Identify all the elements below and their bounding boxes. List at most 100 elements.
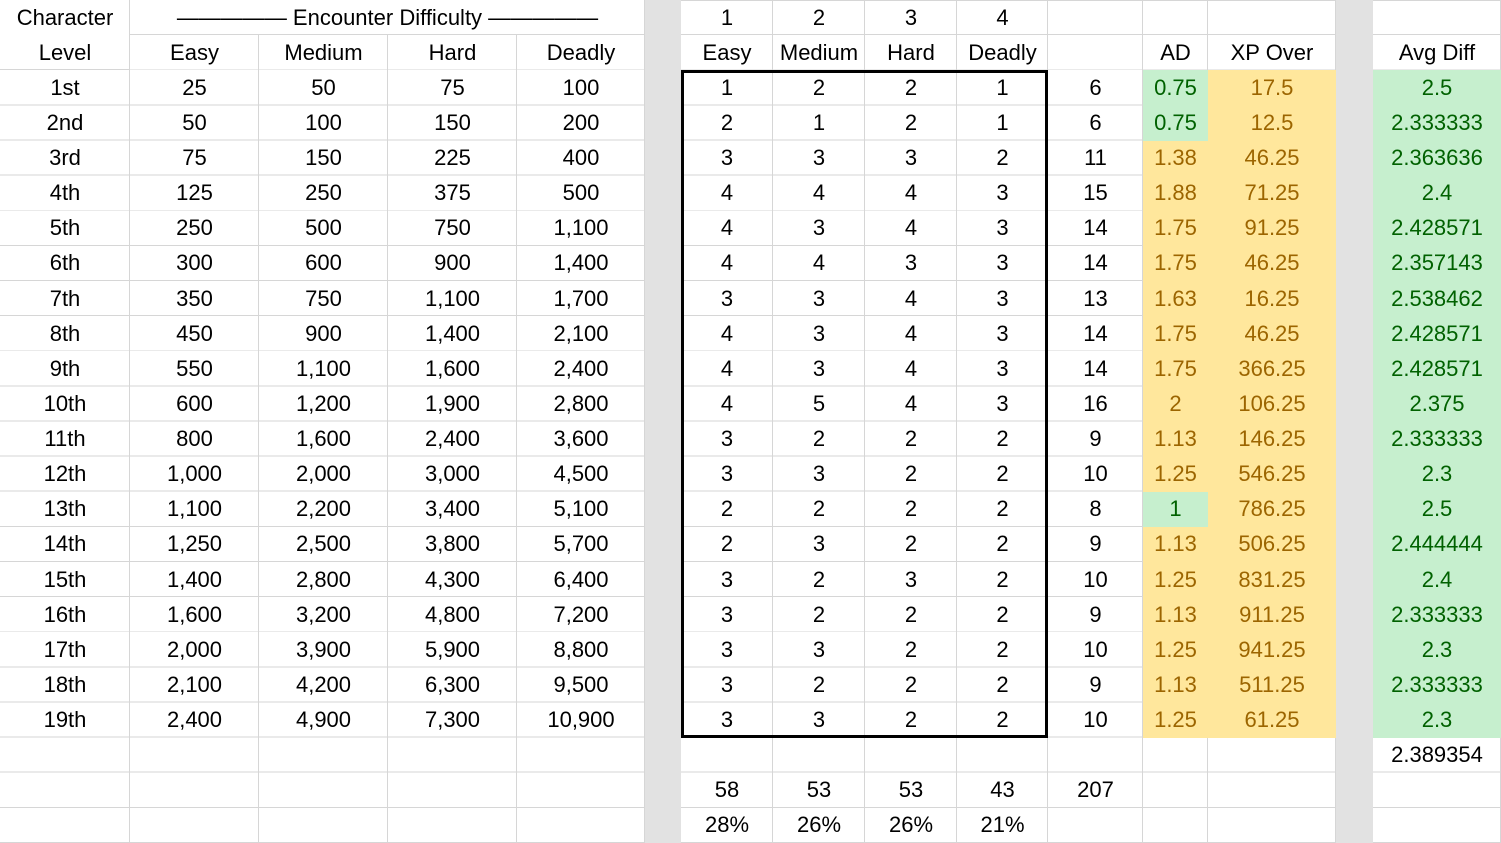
cell-xp-medium[interactable]: 3,200 — [295, 601, 352, 627]
cell-count-medium[interactable]: 5 — [812, 390, 826, 416]
cell-ad[interactable]: 0.75 — [1143, 70, 1208, 106]
cell-count-deadly[interactable]: 2 — [996, 461, 1009, 487]
cell-count-hard[interactable]: 2 — [904, 671, 918, 697]
cell-count-deadly[interactable]: 2 — [996, 426, 1009, 452]
cell-xp-easy[interactable]: 75 — [182, 145, 207, 171]
cell-avg-diff[interactable]: 2.5 — [1373, 70, 1501, 106]
cell-xp-over[interactable]: 61.25 — [1208, 702, 1336, 738]
cell-ad[interactable]: 1.63 — [1143, 281, 1208, 317]
cell-xp-over[interactable]: 366.25 — [1208, 351, 1336, 387]
cell-count-deadly[interactable]: 3 — [996, 250, 1009, 276]
cell-row-sum[interactable]: 9 — [1089, 671, 1102, 697]
cell-xp-easy[interactable]: 125 — [176, 180, 213, 206]
cell-xp-hard[interactable]: 150 — [434, 109, 471, 135]
corner-header-character-level[interactable]: Character Level — [0, 0, 130, 71]
cell-column-percent[interactable]: 26% — [888, 812, 934, 838]
cell-level[interactable]: 7th — [49, 285, 81, 311]
cell-xp-easy[interactable]: 2,000 — [166, 636, 223, 662]
cell-count-deadly[interactable]: 1 — [996, 109, 1009, 135]
cell-level[interactable]: 19th — [43, 707, 87, 733]
cell-xp-deadly[interactable]: 8,800 — [553, 636, 609, 662]
cell-count-easy[interactable]: 2 — [720, 531, 734, 557]
cell-xp-hard[interactable]: 375 — [434, 180, 471, 206]
cell-level[interactable]: 17th — [43, 636, 87, 662]
cell-xp-over[interactable]: 46.25 — [1208, 245, 1336, 281]
cell-xp-medium[interactable]: 600 — [305, 250, 342, 276]
cell-xp-deadly[interactable]: 100 — [562, 74, 600, 100]
cell-count-deadly[interactable]: 2 — [996, 531, 1009, 557]
cell-column-percent[interactable]: 26% — [796, 812, 842, 838]
cell-xp-medium[interactable]: 2,000 — [295, 461, 352, 487]
cell-count-hard[interactable]: 2 — [904, 426, 918, 452]
cell-level[interactable]: 10th — [43, 390, 87, 416]
cell-row-sum[interactable]: 9 — [1089, 426, 1102, 452]
cell-count-hard[interactable]: 2 — [904, 109, 918, 135]
cell-count-medium[interactable]: 2 — [812, 671, 826, 697]
cell-ad[interactable]: 1.88 — [1143, 175, 1208, 211]
cell-avg-diff[interactable]: 2.375 — [1373, 386, 1501, 422]
cell-level[interactable]: 1st — [50, 74, 80, 100]
cell-ad[interactable]: 1.75 — [1143, 245, 1208, 281]
cell-xp-easy[interactable]: 2,100 — [166, 671, 223, 697]
cell-column-total[interactable]: 53 — [806, 777, 832, 803]
cell-level[interactable]: 6th — [49, 250, 81, 276]
cell-row-sum[interactable]: 9 — [1089, 601, 1102, 627]
cell-count-easy[interactable]: 3 — [720, 285, 734, 311]
cell-xp-deadly[interactable]: 2,800 — [553, 390, 609, 416]
cell-row-sum[interactable]: 10 — [1083, 636, 1108, 662]
cell-row-sum[interactable]: 14 — [1083, 320, 1108, 346]
cell-xp-hard[interactable]: 1,900 — [424, 390, 481, 416]
cell-xp-deadly[interactable]: 2,100 — [553, 320, 609, 346]
cell-xp-easy[interactable]: 1,250 — [166, 531, 223, 557]
cell-count-hard[interactable]: 2 — [904, 461, 918, 487]
cell-xp-medium[interactable]: 900 — [305, 320, 342, 346]
count-index-header-3[interactable]: 3 — [904, 4, 918, 30]
cell-xp-medium[interactable]: 2,200 — [295, 496, 352, 522]
xp-over-column-header[interactable]: XP Over — [1230, 39, 1314, 65]
cell-level[interactable]: 5th — [49, 215, 81, 241]
cell-level[interactable]: 9th — [49, 355, 81, 381]
cell-xp-easy[interactable]: 1,000 — [166, 461, 223, 487]
cell-avg-diff[interactable]: 2.428571 — [1373, 316, 1501, 352]
cell-ad[interactable]: 1.38 — [1143, 140, 1208, 176]
cell-xp-hard[interactable]: 750 — [434, 215, 471, 241]
cell-xp-deadly[interactable]: 200 — [562, 109, 600, 135]
cell-xp-over[interactable]: 46.25 — [1208, 316, 1336, 352]
cell-xp-easy[interactable]: 600 — [176, 390, 213, 416]
cell-xp-hard[interactable]: 3,800 — [424, 531, 481, 557]
cell-xp-over[interactable]: 71.25 — [1208, 175, 1336, 211]
cell-count-medium[interactable]: 3 — [812, 215, 826, 241]
cell-level[interactable]: 8th — [49, 320, 81, 346]
cell-count-hard[interactable]: 4 — [904, 355, 918, 381]
cell-grand-total[interactable]: 207 — [1077, 777, 1114, 803]
cell-avg-diff[interactable]: 2.3 — [1373, 456, 1501, 492]
cell-row-sum[interactable]: 14 — [1083, 215, 1108, 241]
cell-avg-diff[interactable]: 2.3 — [1373, 632, 1501, 668]
cell-xp-deadly[interactable]: 5,100 — [553, 496, 609, 522]
cell-xp-hard[interactable]: 7,300 — [424, 707, 481, 733]
cell-count-medium[interactable]: 2 — [812, 426, 826, 452]
cell-xp-easy[interactable]: 250 — [176, 215, 213, 241]
count-index-header-1[interactable]: 1 — [720, 4, 734, 30]
cell-count-easy[interactable]: 4 — [720, 320, 734, 346]
cell-xp-medium[interactable]: 750 — [305, 285, 342, 311]
cell-count-deadly[interactable]: 3 — [996, 390, 1009, 416]
cell-count-hard[interactable]: 2 — [904, 531, 918, 557]
cell-xp-hard[interactable]: 75 — [440, 74, 465, 100]
cell-xp-over[interactable]: 12.5 — [1208, 105, 1336, 141]
cell-xp-medium[interactable]: 1,600 — [295, 426, 352, 452]
cell-ad[interactable]: 1.75 — [1143, 351, 1208, 387]
cell-count-easy[interactable]: 3 — [720, 707, 734, 733]
cell-row-sum[interactable]: 13 — [1083, 285, 1108, 311]
cell-xp-easy[interactable]: 1,400 — [166, 566, 223, 592]
cell-row-sum[interactable]: 10 — [1083, 707, 1108, 733]
cell-xp-hard[interactable]: 4,800 — [424, 601, 481, 627]
cell-count-easy[interactable]: 2 — [720, 496, 734, 522]
cell-count-medium[interactable]: 3 — [812, 531, 826, 557]
cell-level[interactable]: 3rd — [49, 145, 81, 171]
cell-xp-medium[interactable]: 100 — [305, 109, 342, 135]
cell-ad[interactable]: 1 — [1143, 491, 1208, 527]
cell-count-deadly[interactable]: 2 — [996, 601, 1009, 627]
cell-row-sum[interactable]: 6 — [1089, 74, 1102, 100]
cell-xp-easy[interactable]: 25 — [182, 74, 207, 100]
